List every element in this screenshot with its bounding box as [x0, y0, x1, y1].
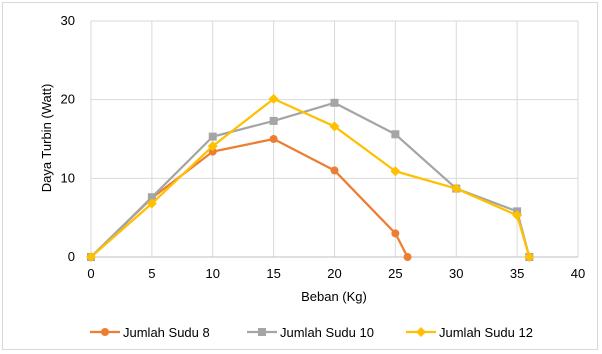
y-tick-label: 20 — [61, 92, 75, 107]
legend-item: Jumlah Sudu 8 — [90, 325, 210, 340]
x-tick-label: 25 — [388, 266, 402, 281]
x-tick-label: 5 — [148, 266, 155, 281]
chart-frame — [2, 2, 598, 350]
x-tick-label: 40 — [571, 266, 585, 281]
axes: 0 5 10 15 20 25 30 35 40 0 10 20 30 — [61, 13, 586, 281]
legend-item: Jumlah Sudu 12 — [406, 325, 533, 340]
x-tick-label: 35 — [510, 266, 524, 281]
data-point — [391, 130, 400, 139]
data-point — [512, 210, 523, 221]
y-tick-label: 10 — [61, 170, 75, 185]
x-tick-label: 20 — [327, 266, 341, 281]
data-point — [330, 166, 339, 175]
series-3 — [86, 93, 535, 262]
data-point — [208, 132, 217, 141]
series-1 — [87, 135, 412, 261]
data-point — [269, 135, 278, 143]
data-point — [330, 98, 339, 107]
legend-marker — [101, 328, 109, 336]
legend-label: Jumlah Sudu 10 — [280, 325, 374, 340]
data-point — [208, 147, 217, 156]
x-tick-label: 30 — [449, 266, 463, 281]
series-2 — [87, 98, 534, 261]
data-point — [268, 93, 279, 104]
data-point — [390, 166, 401, 177]
data-point — [524, 252, 535, 262]
x-tick-label: 10 — [206, 266, 220, 281]
data-point — [86, 252, 96, 262]
data-point — [451, 183, 462, 194]
x-axis-title: Beban (Kg) — [301, 289, 367, 304]
data-point — [391, 229, 400, 238]
data-point — [147, 193, 156, 202]
legend-marker — [258, 328, 266, 336]
y-tick-label: 30 — [61, 13, 75, 28]
data-point — [329, 121, 340, 132]
series-line — [90, 137, 409, 258]
x-tick-label: 15 — [266, 266, 280, 281]
data-point — [269, 116, 278, 125]
y-tick-label: 0 — [68, 249, 75, 264]
legend-label: Jumlah Sudu 8 — [123, 325, 210, 340]
data-point — [403, 253, 412, 261]
x-tick-label: 0 — [87, 266, 94, 281]
data-point — [207, 141, 218, 152]
legend: Jumlah Sudu 8 Jumlah Sudu 10 Jumlah Sudu 1… — [90, 325, 533, 340]
series-layer — [86, 93, 535, 262]
legend-marker — [416, 327, 426, 337]
grid — [90, 20, 579, 257]
legend-item: Jumlah Sudu 10 — [247, 325, 374, 340]
legend-label: Jumlah Sudu 12 — [439, 325, 533, 340]
series-line — [90, 101, 531, 258]
y-axis-title: Daya Turbin (Watt) — [39, 84, 54, 193]
data-point — [146, 198, 157, 209]
